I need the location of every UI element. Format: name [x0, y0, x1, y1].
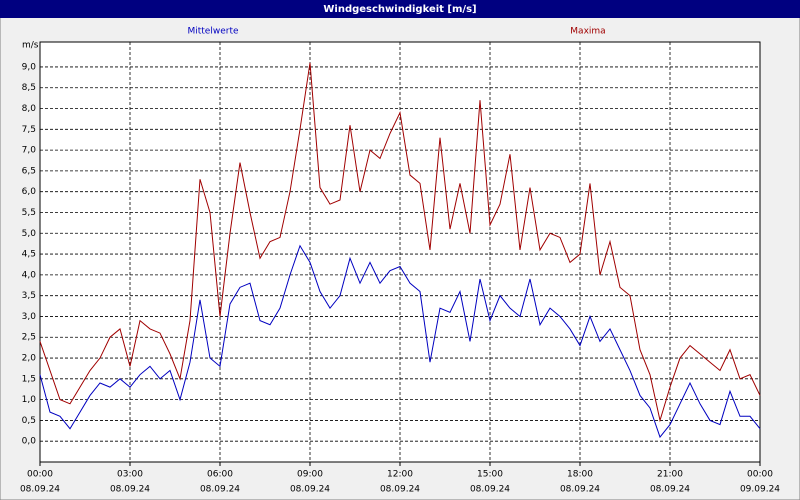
chart-title: Windgeschwindigkeit [m/s]	[323, 4, 476, 15]
x-tick-date: 08.09.24	[650, 485, 690, 495]
y-tick-label: 0,5	[22, 416, 36, 426]
x-tick-date: 08.09.24	[20, 485, 60, 495]
y-tick-label: 5,5	[22, 208, 36, 218]
x-tick-label: 09:00	[297, 470, 323, 480]
x-tick-date: 08.09.24	[200, 485, 240, 495]
x-tick-label: 00:00	[747, 470, 773, 480]
y-tick-label: 3,5	[22, 291, 36, 301]
y-tick-label: 3,0	[22, 312, 37, 322]
x-tick-label: 06:00	[207, 470, 233, 480]
y-tick-label: 1,5	[22, 374, 36, 384]
x-tick-date: 08.09.24	[290, 485, 330, 495]
x-tick-date: 08.09.24	[560, 485, 600, 495]
x-tick-date: 08.09.24	[110, 485, 150, 495]
y-tick-label: 6,5	[22, 166, 36, 176]
y-tick-label: 4,5	[22, 250, 36, 260]
x-tick-date: 08.09.24	[470, 485, 510, 495]
x-tick-label: 15:00	[477, 470, 503, 480]
y-tick-label: 9,0	[22, 62, 37, 72]
x-tick-date: 09.09.24	[740, 485, 780, 495]
legend-item: Maxima	[570, 27, 605, 37]
y-unit: m/s	[22, 41, 39, 51]
title-bar	[0, 0, 800, 18]
y-tick-label: 5,0	[22, 229, 37, 239]
y-tick-label: 8,0	[22, 104, 37, 114]
data-line	[39, 244, 761, 439]
x-tick-label: 12:00	[387, 470, 413, 480]
y-tick-label: 6,0	[22, 187, 37, 197]
y-tick-label: 2,0	[22, 354, 37, 364]
data-line	[39, 62, 761, 423]
x-tick-label: 03:00	[117, 470, 143, 480]
y-tick-label: 7,0	[22, 146, 37, 156]
x-tick-label: 21:00	[657, 470, 683, 480]
y-tick-label: 2,5	[22, 333, 36, 343]
x-tick-label: 18:00	[567, 470, 593, 480]
legend-item: Mittelwerte	[187, 27, 238, 37]
y-tick-label: 0,0	[22, 437, 37, 447]
y-tick-label: 8,5	[22, 83, 36, 93]
y-tick-label: 4,0	[22, 270, 37, 280]
y-tick-label: 7,5	[22, 125, 36, 135]
x-tick-date: 08.09.24	[380, 485, 420, 495]
y-tick-label: 1,0	[22, 395, 37, 405]
x-tick-label: 00:00	[27, 470, 53, 480]
